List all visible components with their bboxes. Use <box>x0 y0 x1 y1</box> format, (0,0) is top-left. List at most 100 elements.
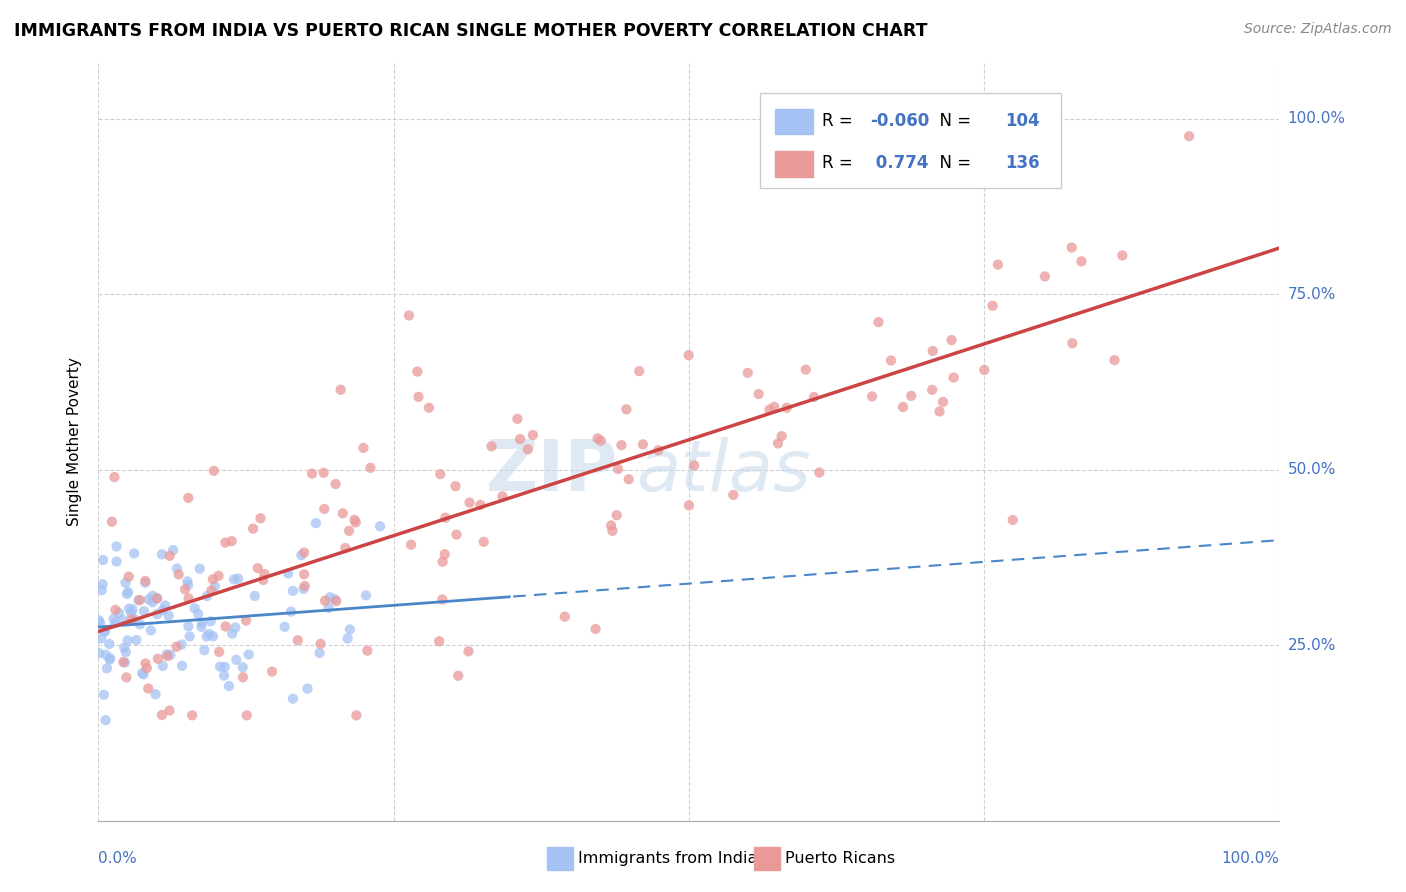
Point <box>132 604 155 618</box>
Point <box>294 579 316 593</box>
Point <box>108 606 131 620</box>
Point <box>138 592 160 607</box>
Point <box>212 668 235 682</box>
Point <box>319 591 342 605</box>
Point <box>808 466 831 480</box>
Point <box>179 629 201 643</box>
Point <box>146 652 169 666</box>
Point <box>214 535 236 549</box>
Point <box>292 582 315 596</box>
Point <box>332 506 354 520</box>
Point <box>770 429 793 443</box>
Point <box>1060 241 1083 255</box>
Point <box>89 646 111 660</box>
Text: atlas: atlas <box>636 437 810 507</box>
Point <box>941 333 963 347</box>
Point <box>235 614 257 628</box>
Point <box>101 515 124 529</box>
Point <box>90 632 112 646</box>
Point <box>1001 513 1024 527</box>
Point <box>344 516 367 530</box>
Text: R =: R = <box>823 112 859 130</box>
Text: IMMIGRANTS FROM INDIA VS PUERTO RICAN SINGLE MOTHER POVERTY CORRELATION CHART: IMMIGRANTS FROM INDIA VS PUERTO RICAN SI… <box>14 22 928 40</box>
Point <box>91 577 114 591</box>
Point <box>114 575 136 590</box>
Point <box>281 583 304 598</box>
Point <box>1033 269 1056 284</box>
Y-axis label: Single Mother Poverty: Single Mother Poverty <box>67 357 83 526</box>
Point <box>98 637 121 651</box>
Point <box>586 431 609 445</box>
Point <box>600 518 623 533</box>
Bar <box>547 847 574 870</box>
Point <box>506 412 529 426</box>
Point <box>146 607 169 621</box>
Point <box>159 648 181 662</box>
Point <box>921 383 943 397</box>
Point <box>314 502 336 516</box>
Point <box>134 574 156 588</box>
Point <box>177 491 200 505</box>
Point <box>174 582 197 597</box>
Point <box>491 489 513 503</box>
Point <box>150 708 173 723</box>
Point <box>200 583 222 598</box>
Point <box>127 593 149 607</box>
Point <box>399 538 422 552</box>
Point <box>509 432 531 446</box>
Point <box>368 519 391 533</box>
Point <box>139 624 162 638</box>
Point <box>118 601 141 615</box>
Point <box>145 687 167 701</box>
Point <box>1104 353 1126 368</box>
Point <box>314 593 336 607</box>
Point <box>973 363 995 377</box>
Point <box>193 643 215 657</box>
Point <box>242 522 264 536</box>
Point <box>434 510 457 524</box>
Point <box>135 661 157 675</box>
Point <box>354 588 377 602</box>
Point <box>356 643 378 657</box>
Point <box>94 624 117 638</box>
Point <box>585 622 607 636</box>
Point <box>128 593 150 607</box>
Point <box>232 660 254 674</box>
Point <box>89 615 111 630</box>
Point <box>683 458 706 473</box>
Point <box>458 495 481 509</box>
Point <box>308 646 330 660</box>
Point <box>195 630 218 644</box>
Point <box>156 647 179 661</box>
Point <box>339 623 361 637</box>
Point <box>337 524 360 538</box>
Point <box>90 583 112 598</box>
Point <box>136 681 159 696</box>
Point <box>152 603 174 617</box>
Point <box>868 315 890 329</box>
Bar <box>775 151 813 177</box>
Point <box>232 670 254 684</box>
FancyBboxPatch shape <box>759 93 1062 187</box>
Point <box>472 534 495 549</box>
Point <box>141 595 163 609</box>
Point <box>91 553 114 567</box>
Point <box>921 343 943 358</box>
Point <box>678 499 700 513</box>
Point <box>516 442 538 457</box>
Point <box>554 609 576 624</box>
Point <box>273 620 295 634</box>
Text: 0.774: 0.774 <box>870 154 928 172</box>
Point <box>221 534 243 549</box>
Point <box>737 366 759 380</box>
Point <box>201 629 224 643</box>
Point <box>94 713 117 727</box>
Point <box>287 633 309 648</box>
Point <box>932 395 955 409</box>
Bar <box>775 109 813 135</box>
Point <box>860 389 883 403</box>
Point <box>290 548 312 562</box>
Point <box>117 633 139 648</box>
Point <box>794 362 817 376</box>
Point <box>152 659 174 673</box>
